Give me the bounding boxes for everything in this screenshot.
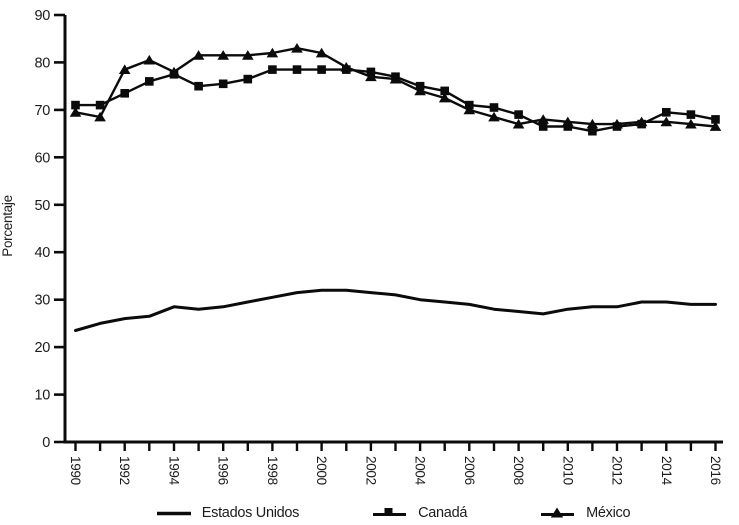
x-tick-label: 1990 — [68, 456, 83, 485]
marker-square — [686, 110, 696, 119]
marker-triangle — [488, 111, 500, 122]
legend-label-mexico: México — [586, 505, 631, 521]
marker-square — [71, 100, 80, 110]
marker-triangle — [537, 114, 549, 124]
marker-triangle — [69, 107, 82, 117]
y-tick-label: 40 — [34, 245, 50, 261]
y-tick-label: 0 — [42, 435, 50, 451]
x-tick-label: 2004 — [413, 456, 428, 486]
x-tick-label: 2000 — [314, 456, 329, 485]
y-tick-label: 10 — [34, 388, 50, 404]
y-tick-label: 70 — [34, 103, 50, 119]
x-tick-label: 2016 — [708, 456, 723, 485]
marker-square — [268, 65, 277, 74]
legend: Estados Unidos Canadá México — [0, 505, 739, 521]
marker-square — [194, 81, 203, 91]
marker-triangle — [660, 116, 673, 127]
marker-square — [538, 122, 548, 131]
marker-square — [243, 74, 253, 84]
x-tick-label: 2014 — [659, 456, 674, 486]
marker-triangle — [438, 92, 451, 103]
y-tick-label: 80 — [34, 55, 50, 71]
marker-square — [440, 86, 449, 96]
marker-triangle — [94, 111, 106, 122]
marker-triangle — [291, 43, 303, 53]
marker-triangle — [118, 64, 131, 74]
marker-triangle — [340, 62, 353, 72]
x-tick-label: 2006 — [462, 456, 477, 485]
marker-square — [317, 65, 326, 74]
marker-triangle — [192, 50, 205, 60]
marker-square — [588, 126, 597, 136]
marker-square — [662, 108, 671, 117]
x-tick-label: 2008 — [511, 456, 526, 485]
square-marker-swatch-icon — [373, 508, 407, 516]
series-group — [69, 43, 722, 332]
marker-triangle — [611, 118, 623, 129]
marker-square — [711, 115, 720, 124]
marker-triangle — [168, 66, 180, 77]
marker-triangle — [315, 47, 328, 58]
marker-square — [292, 65, 302, 74]
marker-square — [514, 110, 523, 119]
marker-triangle — [685, 118, 697, 129]
marker-triangle — [709, 121, 722, 131]
marker-triangle — [414, 85, 426, 96]
series-mexico — [69, 43, 722, 131]
marker-triangle — [143, 54, 156, 65]
legend-item-mexico: México — [539, 505, 631, 521]
line-chart: Porcentaje 0 10 20 30 40 50 60 70 80 90 1990 1992 19… — [0, 8, 723, 486]
x-tick-label: 1994 — [167, 456, 182, 486]
series-estados-unidos — [74, 288, 717, 332]
marker-triangle — [512, 118, 525, 129]
x-tick-label: 1992 — [117, 456, 132, 485]
marker-triangle — [242, 50, 254, 60]
marker-square — [95, 100, 105, 110]
marker-square — [563, 122, 573, 131]
y-tick-label: 60 — [34, 150, 50, 166]
marker-triangle — [635, 116, 648, 127]
y-tick-label: 20 — [34, 340, 50, 356]
x-tick-label: 1996 — [216, 456, 231, 485]
marker-triangle — [562, 116, 574, 127]
marker-triangle — [463, 104, 476, 115]
axes: 0 10 20 30 40 50 60 70 80 90 1990 1992 1994 1996 1998 2… — [34, 8, 723, 486]
marker-triangle — [389, 73, 402, 84]
marker-square — [145, 77, 154, 86]
marker-square — [218, 79, 228, 89]
line-swatch-icon — [156, 511, 191, 516]
x-tick-label: 1998 — [265, 456, 280, 485]
marker-triangle — [217, 50, 229, 60]
y-tick-label: 90 — [34, 8, 50, 24]
y-tick-label: 50 — [34, 198, 50, 214]
marker-square — [120, 89, 129, 98]
marker-square — [489, 103, 499, 112]
marker-triangle — [266, 47, 279, 58]
marker-triangle — [365, 71, 377, 82]
x-tick-label: 2010 — [560, 456, 575, 485]
legend-item-estados-unidos: Estados Unidos — [155, 505, 299, 521]
y-tick-label: 30 — [34, 293, 50, 309]
y-axis-title: Porcentaje — [0, 195, 15, 257]
legend-label-canada: Canadá — [418, 505, 468, 521]
x-tick-label: 2002 — [363, 456, 378, 485]
x-tick-label: 2012 — [610, 456, 625, 485]
legend-label-estados-unidos: Estados Unidos — [201, 505, 300, 521]
triangle-marker-swatch-icon — [541, 507, 575, 518]
legend-item-canada: Canadá — [371, 505, 467, 521]
series-line-estados-unidos — [74, 288, 717, 332]
marker-triangle — [586, 118, 599, 129]
series-line-mexico — [74, 47, 717, 128]
